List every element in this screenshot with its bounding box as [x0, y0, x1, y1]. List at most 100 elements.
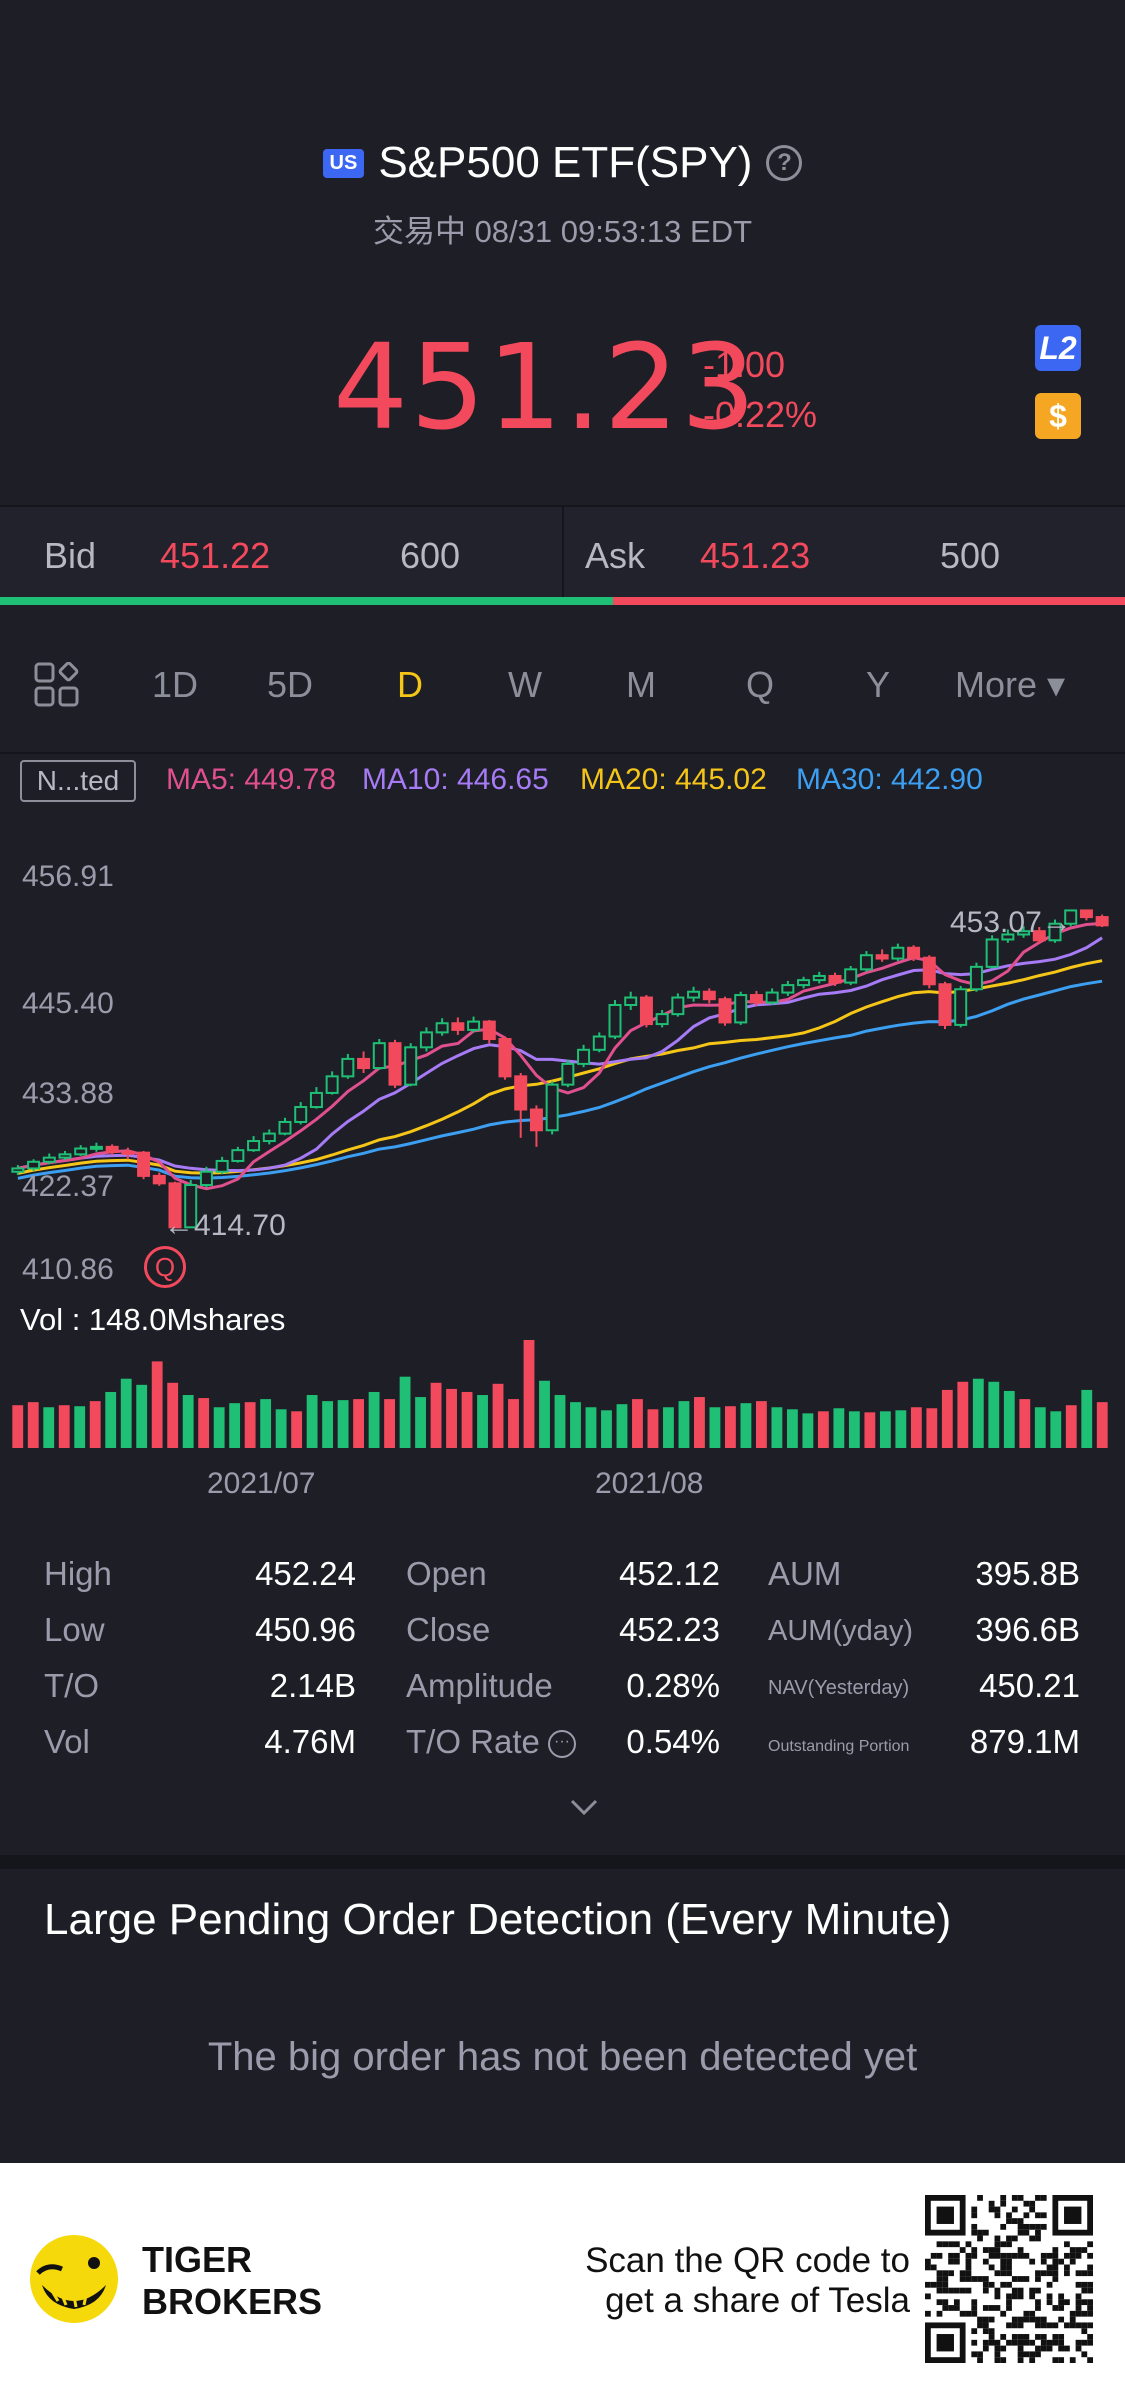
- qr-module: [971, 2206, 978, 2213]
- page-title: S&P500 ETF(SPY): [378, 138, 753, 187]
- tab-y[interactable]: Y: [866, 664, 891, 705]
- qr-module: [965, 2241, 972, 2248]
- volume-bar: [647, 1409, 659, 1448]
- candlestick-chart[interactable]: [0, 820, 1125, 1460]
- qr-module: [1023, 2252, 1030, 2259]
- volume-bar: [306, 1395, 318, 1448]
- ask-price: 451.23: [700, 535, 811, 576]
- bid-ask-row[interactable]: Bid 451.22 600 Ask 451.23 500: [0, 505, 1125, 603]
- qr-module: [1040, 2316, 1047, 2323]
- qr-module: [1040, 2195, 1047, 2201]
- tab-w[interactable]: W: [508, 664, 542, 705]
- qr-module: [1006, 2305, 1012, 2311]
- qr-module: [1087, 2310, 1093, 2317]
- qr-module: [1075, 2270, 1082, 2277]
- level2-icon[interactable]: L2: [1035, 325, 1081, 371]
- qr-module: [1006, 2235, 1012, 2242]
- candle-body: [671, 996, 685, 1016]
- candle-body: [199, 1170, 213, 1187]
- trading-status: 交易中 08/31 09:53:13 EDT: [372, 214, 753, 249]
- qr-module: [988, 2334, 995, 2340]
- tab-more[interactable]: More ▾: [955, 664, 1066, 705]
- stat-value: 395.8B: [975, 1555, 1080, 1592]
- quarterly-report-marker[interactable]: Q: [144, 1246, 186, 1288]
- question-circle-icon[interactable]: ?: [766, 145, 803, 181]
- pending-order-title: Large Pending Order Detection (Every Min…: [44, 1895, 952, 1944]
- qr-module: [1040, 2322, 1047, 2329]
- qr-module: [1081, 2287, 1088, 2294]
- qr-module: [1017, 2357, 1024, 2363]
- tab-q[interactable]: Q: [746, 664, 775, 705]
- qr-module: [1069, 2322, 1076, 2329]
- qr-module: [1017, 2252, 1024, 2259]
- qr-module: [1035, 2334, 1041, 2340]
- pending-order-empty: The big order has not been detected yet: [207, 2035, 918, 2079]
- tab-5d[interactable]: 5D: [267, 664, 314, 705]
- qr-module: [971, 2339, 978, 2346]
- qr-module: [971, 2252, 978, 2259]
- stat-label: Low: [44, 1611, 105, 1648]
- qr-module: [1006, 2218, 1012, 2224]
- candle-body: [639, 996, 653, 1026]
- qr-module: [1000, 2258, 1007, 2265]
- qr-module: [1075, 2345, 1082, 2352]
- qr-module: [1035, 2299, 1041, 2306]
- qr-module: [1006, 2212, 1012, 2219]
- qr-module: [1006, 2264, 1012, 2271]
- qr-module: [1035, 2229, 1041, 2236]
- volume-bar: [446, 1388, 457, 1448]
- qr-module: [965, 2252, 972, 2259]
- qr-module: [1000, 2223, 1007, 2230]
- qr-module: [1035, 2223, 1041, 2230]
- adjust-mode-button[interactable]: N...ted: [20, 760, 136, 802]
- qr-module: [1087, 2299, 1093, 2306]
- qr-module: [1087, 2334, 1093, 2340]
- candle-body: [907, 946, 921, 959]
- candle-body: [58, 1153, 72, 1159]
- qr-module: [1046, 2345, 1053, 2352]
- volume-bar: [275, 1409, 287, 1448]
- tabs-divider: [0, 752, 1125, 754]
- qr-module: [936, 2287, 943, 2294]
- promo-footer[interactable]: TIGER BROKERS Scan the QR code to get a …: [0, 2163, 1125, 2396]
- qr-module: [1023, 2212, 1030, 2219]
- brand-name: TIGER BROKERS: [142, 2239, 322, 2323]
- title-row: US S&P500 ETF(SPY) ?: [0, 138, 1125, 188]
- stat-label: Outstanding Portion: [768, 1738, 910, 1755]
- grid-layout-icon[interactable]: [34, 662, 80, 708]
- qr-module: [965, 2270, 972, 2277]
- qr-module: [1064, 2252, 1070, 2259]
- qr-module: [1069, 2252, 1076, 2259]
- qr-module: [971, 2229, 978, 2236]
- dollar-icon[interactable]: $: [1035, 393, 1081, 439]
- qr-module: [1081, 2299, 1088, 2306]
- stat-value: 452.12: [619, 1555, 720, 1592]
- candle-body: [592, 1035, 606, 1051]
- qr-module: [1023, 2339, 1030, 2346]
- candle-body: [372, 1042, 386, 1070]
- ask-size: 500: [940, 535, 1001, 576]
- candle-body: [309, 1091, 323, 1109]
- info-more-icon[interactable]: ···: [548, 1730, 576, 1758]
- qr-module: [953, 2287, 960, 2294]
- qr-module: [994, 2252, 1001, 2259]
- volume-bar: [957, 1381, 969, 1448]
- qr-module: [988, 2264, 995, 2271]
- tab-1d[interactable]: 1D: [152, 664, 199, 705]
- volume-bar: [988, 1381, 1000, 1448]
- qr-module: [1040, 2334, 1047, 2340]
- candle-body: [922, 956, 936, 986]
- volume-bar: [477, 1395, 488, 1448]
- qr-module: [982, 2328, 989, 2335]
- qr-module: [971, 2212, 978, 2219]
- tab-d[interactable]: D: [397, 664, 423, 705]
- qr-code-icon[interactable]: [925, 2195, 1093, 2363]
- volume-bar: [554, 1395, 566, 1448]
- volume-bar: [570, 1402, 581, 1448]
- volume-bar: [492, 1383, 504, 1448]
- qr-module: [1052, 2258, 1059, 2265]
- qr-module: [1029, 2316, 1036, 2323]
- chevron-down-icon[interactable]: [566, 1795, 602, 1819]
- tab-m[interactable]: M: [626, 664, 656, 705]
- volume-bar: [368, 1391, 380, 1448]
